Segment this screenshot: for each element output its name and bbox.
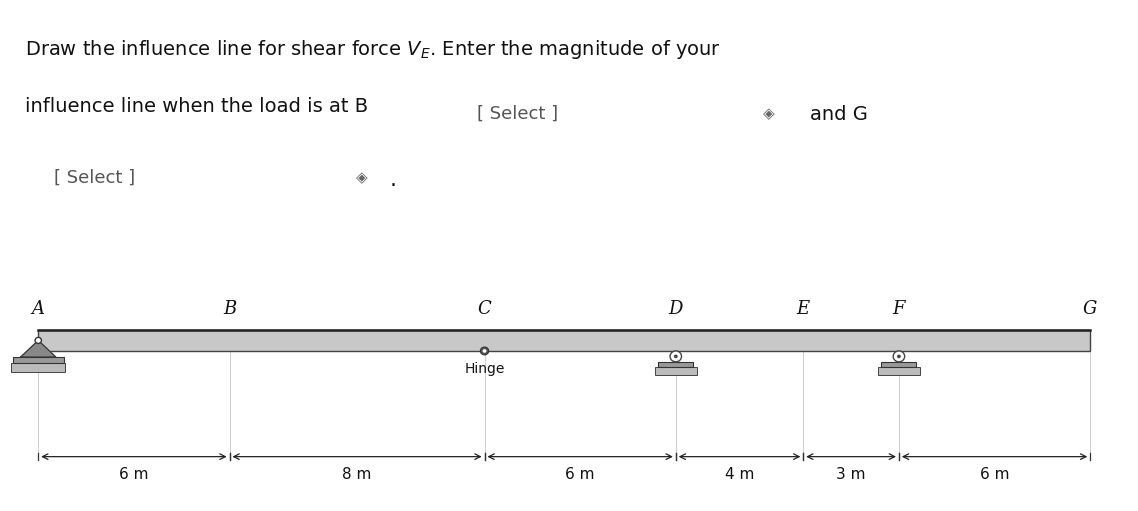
Text: .: . (389, 170, 396, 190)
Text: 6 m: 6 m (980, 467, 1009, 482)
FancyBboxPatch shape (10, 145, 405, 210)
Circle shape (483, 349, 486, 353)
Text: 4 m: 4 m (725, 467, 754, 482)
Text: and G: and G (810, 105, 868, 125)
Text: [ Select ]: [ Select ] (53, 169, 134, 187)
Text: ◈: ◈ (356, 170, 368, 185)
Bar (658, 362, 693, 367)
Bar (882, 362, 916, 367)
Circle shape (35, 337, 41, 343)
Text: 8 m: 8 m (343, 467, 372, 482)
Text: B: B (223, 300, 237, 318)
Bar (879, 367, 920, 376)
Text: G: G (1083, 300, 1097, 318)
Circle shape (893, 351, 905, 362)
Text: 6 m: 6 m (566, 467, 595, 482)
Text: [ Select ]: [ Select ] (477, 105, 559, 123)
Bar (13, 357, 64, 363)
Text: E: E (797, 300, 810, 318)
Bar (11, 363, 65, 372)
Text: A: A (32, 300, 44, 318)
Text: 6 m: 6 m (119, 467, 149, 482)
Text: 3 m: 3 m (836, 467, 866, 482)
Polygon shape (20, 340, 56, 357)
Text: D: D (669, 300, 683, 318)
Text: C: C (478, 300, 492, 318)
Text: F: F (892, 300, 905, 318)
Text: ◈: ◈ (762, 106, 775, 121)
Bar (39, 330, 1090, 351)
Circle shape (674, 355, 678, 358)
Text: Draw the influence line for shear force $V_E$. Enter the magnitude of your: Draw the influence line for shear force … (25, 38, 721, 61)
Circle shape (670, 351, 682, 362)
Text: influence line when the load is at B: influence line when the load is at B (25, 97, 369, 116)
Bar (655, 367, 696, 376)
Text: Hinge: Hinge (464, 362, 505, 377)
FancyBboxPatch shape (432, 81, 814, 146)
Circle shape (897, 355, 901, 358)
Circle shape (480, 347, 488, 355)
